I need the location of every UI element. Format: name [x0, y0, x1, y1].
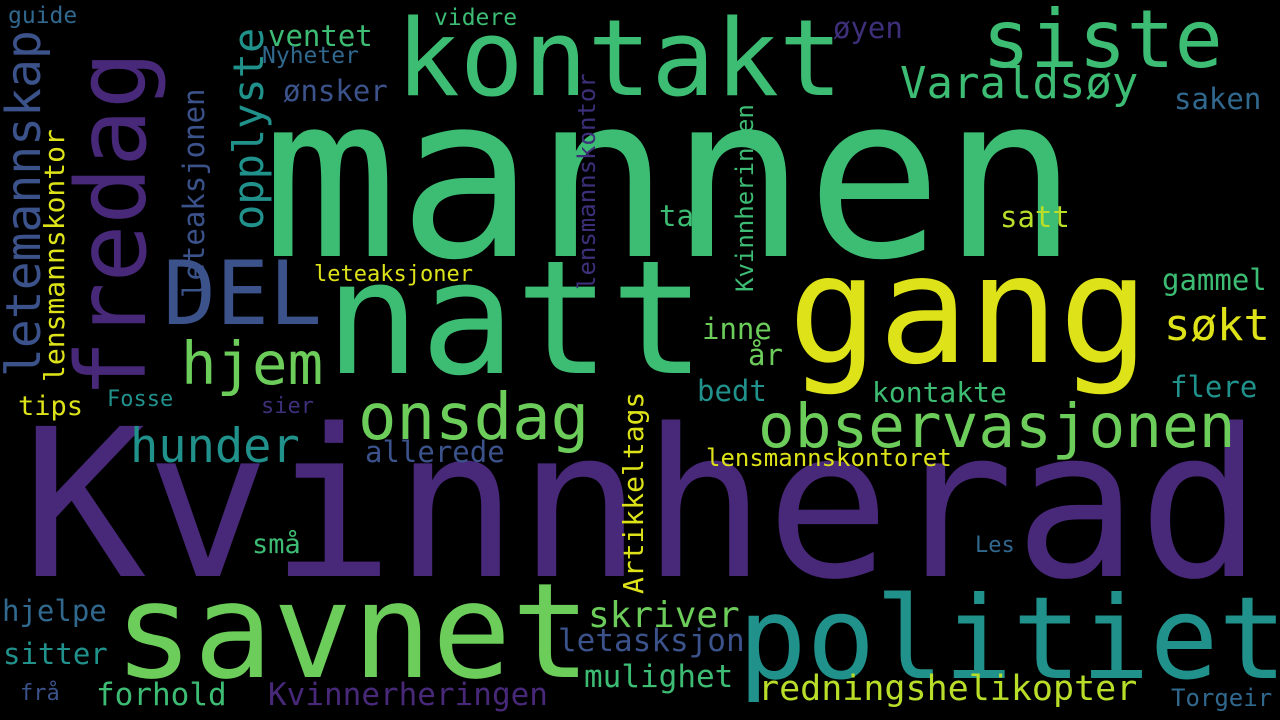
word-videre: videre — [434, 5, 518, 31]
word-les: Les — [975, 533, 1015, 558]
word-varaldsoy: Varaldsøy — [900, 58, 1139, 109]
word-observasjonen: observasjonen — [758, 391, 1236, 462]
word-flere: flere — [1170, 370, 1258, 404]
word-torgeir: Torgeir — [1171, 684, 1273, 712]
word-sier: sier — [261, 394, 314, 419]
word-redningshelikopter: redningshelikopter — [758, 669, 1138, 709]
word-onsker: ønsker — [283, 74, 388, 108]
word-natt: natt — [325, 227, 706, 411]
word-fosse: Fosse — [107, 387, 174, 412]
word-kvinnherad: Kvinnherad — [22, 385, 1263, 625]
word-hjelpe: hjelpe — [2, 594, 107, 628]
word-onsdag: onsdag — [358, 381, 590, 455]
word-mannen: mannen — [262, 47, 1079, 310]
word-oyen: øyen — [833, 11, 903, 45]
word-forhold: forhold — [96, 677, 227, 713]
word-savnet: savnet — [114, 555, 591, 709]
word-sma: små — [252, 529, 301, 560]
word-leteaksjonen: leteaksjonen — [177, 88, 211, 298]
word-nyheter: Nyheter — [262, 43, 359, 69]
word-allerede: allerede — [365, 435, 505, 469]
word-saken: saken — [1174, 82, 1262, 116]
word-satt: satt — [1000, 200, 1070, 234]
word-tips: tips — [18, 391, 84, 422]
word-gang: gang — [788, 224, 1150, 398]
word-ventet: ventet — [268, 19, 373, 53]
word-politiet: politiet — [738, 572, 1280, 705]
word-kvinnheringen: Kvinnheringen — [731, 104, 759, 292]
word-sitter: sitter — [3, 637, 108, 671]
word-gammel: gammel — [1162, 263, 1267, 297]
word-lensmannskontoret: lensmannskontoret — [706, 444, 952, 472]
word-guide: guide — [8, 3, 78, 29]
word-hunder: hunder — [130, 419, 300, 474]
word-hjem: hjem — [181, 329, 324, 398]
word-kvinnerheringen: Kvinnerheringen — [268, 677, 548, 713]
word-ta: ta — [659, 199, 694, 233]
word-del: DEL — [163, 242, 322, 345]
word-lensmannskontor-left: lensmannskontor — [38, 129, 71, 382]
word-letasksjon: letasksjon — [558, 623, 745, 659]
word-ar: år — [748, 338, 783, 372]
word-sokt: søkt — [1164, 300, 1270, 351]
word-artikkeltags: Artikkeltags — [617, 391, 650, 594]
word-skriver: skriver — [588, 595, 740, 636]
word-fra: frå — [20, 681, 60, 706]
word-leteaksjoner: leteaksjoner — [314, 262, 473, 287]
word-lensmannskontor-center: lensmannskontor — [573, 73, 601, 290]
word-fredag: fredag — [56, 51, 168, 398]
word-mulighet: mulighet — [584, 659, 734, 695]
word-siste: siste — [982, 0, 1223, 86]
word-bedt: bedt — [697, 374, 767, 408]
word-kontakt: kontakt — [396, 0, 843, 120]
word-inne: inne — [702, 312, 772, 346]
word-kontakte: kontakte — [872, 376, 1007, 409]
